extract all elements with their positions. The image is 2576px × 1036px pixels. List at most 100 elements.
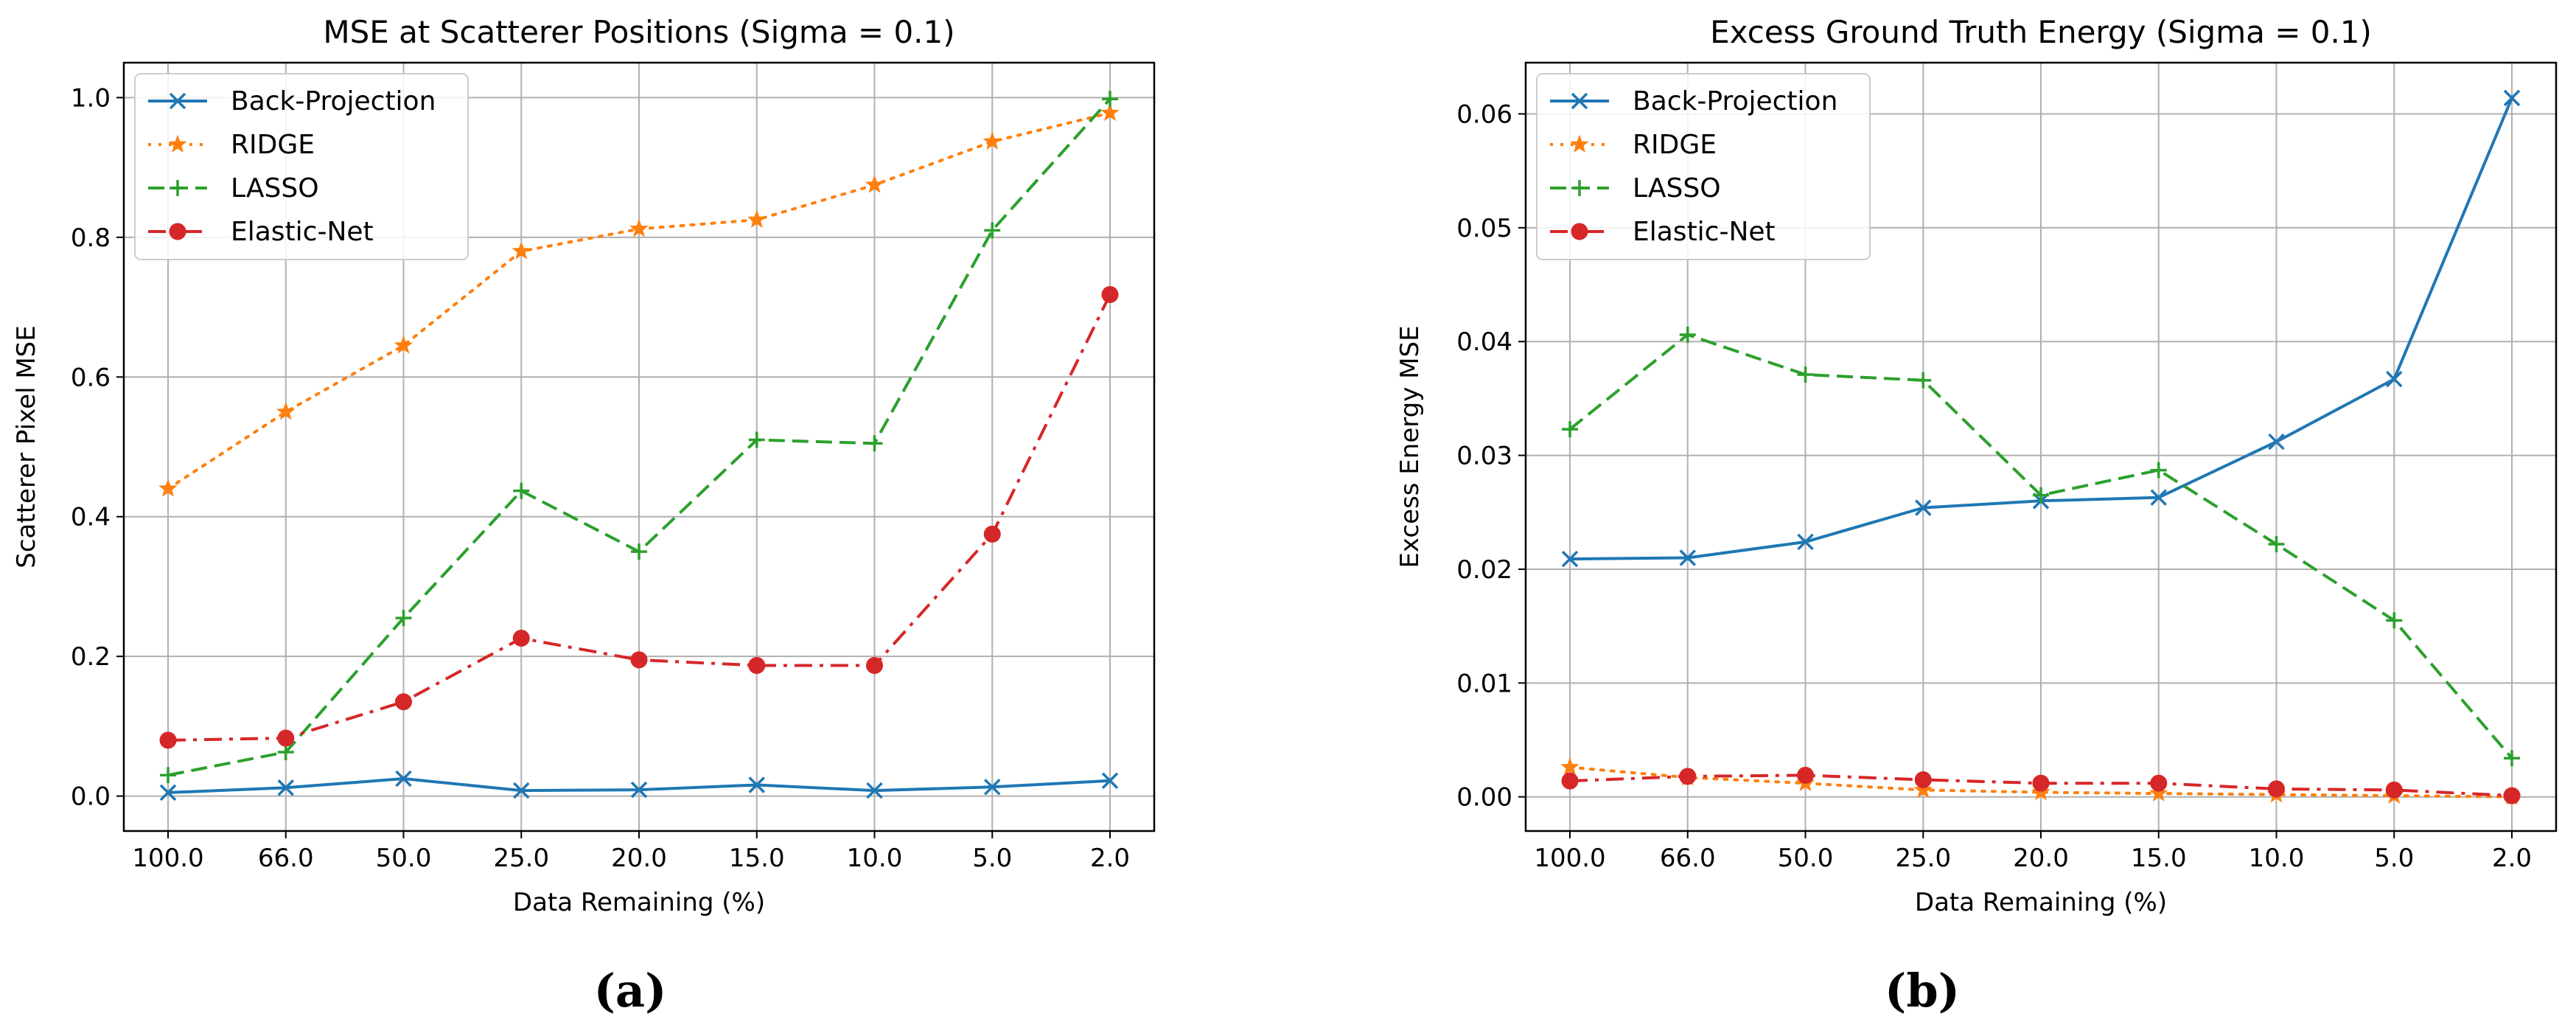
data-point	[2033, 487, 2049, 504]
data-point	[394, 336, 413, 354]
series-elastic-net	[1561, 766, 2521, 804]
legend-box	[134, 73, 469, 260]
y-tick-label: 0.05	[1456, 214, 1512, 243]
x-tick-label: 20.0	[2013, 844, 2069, 873]
series-lasso	[160, 91, 1118, 784]
legend-swatch-marker	[1571, 180, 1588, 196]
chart-a: 100.0 66.0 50.0 25.0 20.0 15.0 10.0 5.0 2.0 0.0 0.…	[12, 14, 1156, 1018]
data-point	[2150, 774, 2168, 792]
data-point	[1797, 766, 1814, 784]
data-point	[866, 656, 883, 674]
data-point	[630, 781, 648, 799]
series-line	[167, 293, 1111, 742]
data-point	[159, 784, 177, 802]
data-point	[1679, 768, 1697, 785]
data-point	[631, 543, 647, 560]
x-tick-label: 25.0	[493, 844, 549, 873]
x-tick-label: 2.0	[1090, 844, 1130, 873]
data-point	[2032, 774, 2050, 792]
data-point	[512, 630, 530, 647]
series-ridge	[158, 102, 1120, 497]
data-point	[2268, 433, 2285, 451]
legend-swatch-marker	[1571, 223, 1588, 240]
data-point	[2504, 750, 2520, 767]
data-point	[395, 693, 412, 711]
y-tick-label: 0.4	[71, 503, 111, 532]
x-tick-label: 2.0	[2492, 844, 2532, 873]
y-tick-label: 0.8	[71, 223, 111, 253]
data-point	[2385, 781, 2403, 799]
data-point	[748, 656, 766, 674]
data-point	[1560, 757, 1580, 776]
legend: Back-Projection RIDGE LASSO Elastic-Net	[1536, 73, 1871, 260]
series-lasso	[1562, 326, 2520, 767]
legend-label: Elastic-Net	[1633, 217, 1776, 247]
data-point	[1100, 102, 1120, 122]
x-tick-label: 5.0	[972, 844, 1012, 873]
data-point	[1915, 499, 1932, 516]
x-tick-label: 50.0	[376, 844, 432, 873]
data-point	[158, 479, 178, 497]
data-point	[2386, 612, 2403, 629]
legend-label: LASSO	[231, 173, 319, 204]
data-point	[2503, 787, 2521, 804]
legend-swatch-marker	[168, 134, 187, 153]
legend-swatch-marker	[1571, 92, 1588, 110]
y-tick-label: 0.01	[1456, 669, 1512, 698]
y-tick-label: 0.2	[71, 642, 111, 672]
x-axis-label: Data Remaining (%)	[513, 888, 765, 917]
legend-swatch-marker	[170, 180, 186, 196]
x-tick-label: 15.0	[729, 844, 785, 873]
data-point	[2268, 535, 2285, 552]
chart-title: MSE at Scatterer Positions (Sigma = 0.1)	[323, 14, 954, 50]
data-point	[2150, 489, 2167, 506]
y-tick-label: 0.03	[1456, 442, 1512, 471]
y-tick-label: 1.0	[71, 83, 111, 113]
data-point	[277, 729, 295, 747]
data-point	[1561, 550, 1579, 568]
x-tick-label: 66.0	[1660, 844, 1716, 873]
x-axis-label: Data Remaining (%)	[1915, 888, 2167, 917]
legend: Back-Projection RIDGE LASSO Elastic-Net	[134, 73, 469, 260]
series-elastic-net	[159, 285, 1119, 749]
x-tick-label: 100.0	[1534, 844, 1605, 873]
data-point	[984, 222, 1001, 239]
data-point	[983, 525, 1001, 543]
legend-label: RIDGE	[231, 130, 315, 160]
figure-caption: (a)	[594, 964, 667, 1018]
data-point	[2150, 462, 2167, 479]
data-point	[512, 241, 531, 260]
data-point	[2503, 89, 2521, 107]
data-point	[1913, 779, 1933, 799]
y-axis-label: Excess Energy MSE	[1395, 325, 1425, 568]
legend-box	[1536, 73, 1871, 260]
x-tick-label: 10.0	[847, 844, 903, 873]
y-tick-label: 0.06	[1456, 100, 1512, 129]
x-tick-label: 66.0	[258, 844, 314, 873]
legend-label: Elastic-Net	[231, 217, 374, 247]
data-point	[866, 782, 883, 799]
x-tick-label: 50.0	[1778, 844, 1834, 873]
data-point	[395, 610, 412, 627]
figure-caption: (b)	[1885, 964, 1960, 1018]
data-point	[1797, 366, 1814, 383]
x-tick-label: 15.0	[2131, 844, 2187, 873]
data-point	[1562, 421, 1578, 438]
data-point	[1101, 285, 1119, 303]
data-point	[1915, 372, 1932, 389]
data-point	[277, 779, 294, 796]
legend-label: LASSO	[1633, 173, 1721, 204]
legend-label: Back-Projection	[1633, 86, 1837, 117]
legend-swatch-marker	[1570, 134, 1589, 153]
data-point	[1561, 772, 1579, 790]
data-point	[2268, 780, 2285, 798]
series-back-projection	[159, 770, 1119, 802]
data-point	[2386, 370, 2403, 388]
data-point	[629, 219, 649, 237]
data-point	[748, 431, 765, 448]
data-point	[2149, 783, 2168, 802]
series-line	[1568, 765, 2513, 799]
data-point	[865, 175, 884, 193]
legend-swatch-marker	[169, 92, 186, 110]
